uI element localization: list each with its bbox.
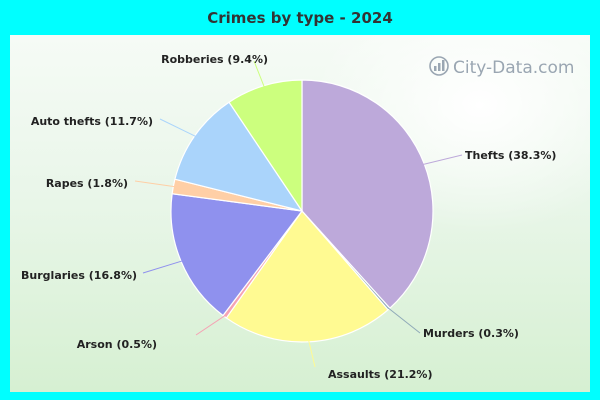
slice-label: Robberies (9.4%) xyxy=(161,53,268,66)
chart-panel: City-Data.com Thefts (38.3%) Murders (0.3… xyxy=(10,35,590,392)
city-data-logo-icon xyxy=(429,56,449,76)
slice-label: Rapes (1.8%) xyxy=(46,177,128,190)
slice-label: Auto thefts (11.7%) xyxy=(31,115,153,128)
leader-line xyxy=(159,118,197,138)
leader-line xyxy=(195,314,227,336)
leader-line xyxy=(134,180,176,188)
watermark-text: City-Data.com xyxy=(453,58,574,78)
watermark: City-Data.com xyxy=(429,56,574,78)
slice-label: Assaults (21.2%) xyxy=(328,368,432,381)
leader-line xyxy=(142,260,184,274)
slice-label: Murders (0.3%) xyxy=(423,327,519,340)
pie-chart: City-Data.com Thefts (38.3%) Murders (0.3… xyxy=(21,53,574,381)
leader-lines xyxy=(134,60,463,368)
leader-line xyxy=(308,339,316,368)
slice-label: Arson (0.5%) xyxy=(77,338,157,351)
leader-line xyxy=(422,154,463,166)
slice-label: Burglaries (16.8%) xyxy=(21,269,137,282)
slice-label: Thefts (38.3%) xyxy=(465,149,556,162)
chart-title: Crimes by type - 2024 xyxy=(207,9,393,27)
pie-slices xyxy=(170,79,434,343)
leader-line xyxy=(253,60,265,88)
leader-line xyxy=(387,307,421,334)
slice-labels: Thefts (38.3%) Murders (0.3%) Assaults (21… xyxy=(21,53,556,381)
